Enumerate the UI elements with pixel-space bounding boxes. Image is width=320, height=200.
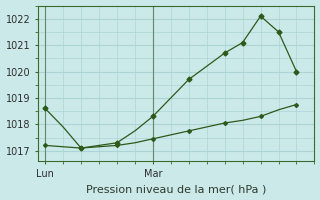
X-axis label: Pression niveau de la mer( hPa ): Pression niveau de la mer( hPa ) <box>86 184 266 194</box>
